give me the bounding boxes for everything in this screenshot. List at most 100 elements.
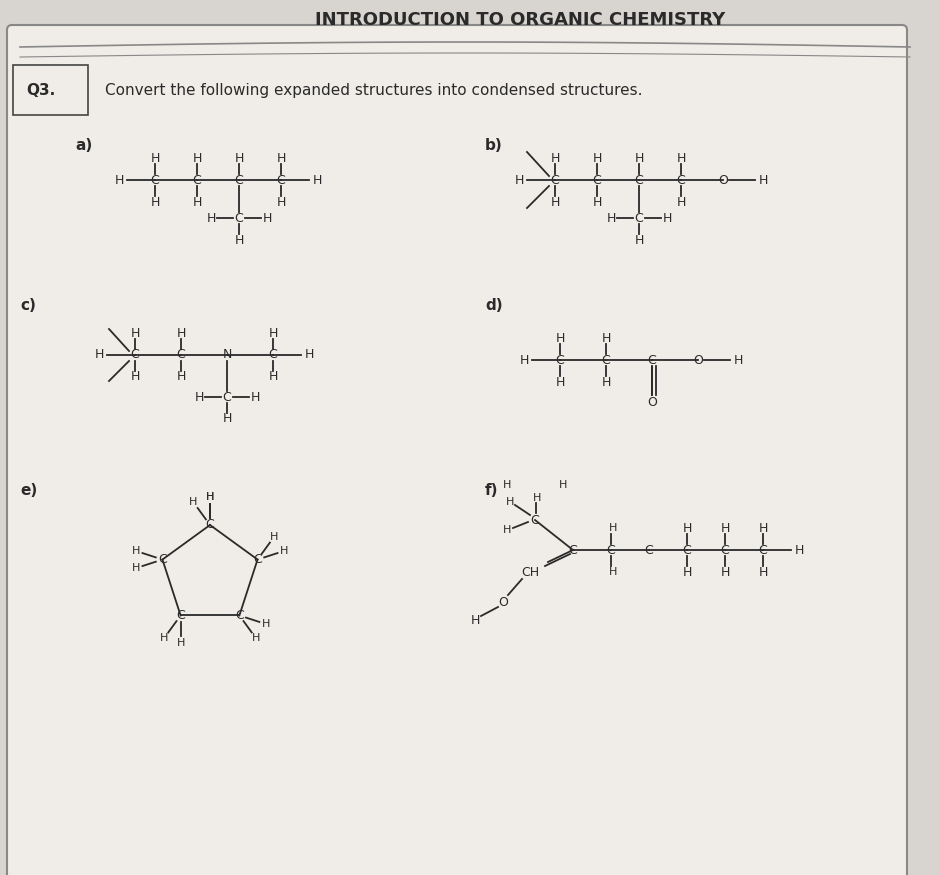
Text: H: H bbox=[276, 151, 285, 164]
Text: C: C bbox=[645, 543, 654, 556]
Text: H: H bbox=[192, 151, 202, 164]
Text: Q3.: Q3. bbox=[26, 82, 55, 97]
Text: H: H bbox=[532, 493, 541, 503]
Text: H: H bbox=[607, 212, 616, 225]
Text: C: C bbox=[648, 354, 656, 367]
Text: H: H bbox=[515, 173, 524, 186]
Text: C: C bbox=[607, 543, 615, 556]
Text: H: H bbox=[131, 564, 140, 573]
Text: C: C bbox=[569, 543, 577, 556]
Text: H: H bbox=[550, 195, 560, 208]
Text: H: H bbox=[235, 151, 244, 164]
Text: H: H bbox=[519, 354, 529, 367]
Text: C: C bbox=[254, 553, 262, 566]
Text: O: O bbox=[718, 173, 728, 186]
Text: H: H bbox=[676, 151, 685, 164]
Text: H: H bbox=[262, 620, 270, 629]
Text: H: H bbox=[252, 634, 260, 643]
Text: C: C bbox=[759, 543, 767, 556]
Text: C: C bbox=[150, 173, 160, 186]
Text: H: H bbox=[150, 151, 160, 164]
Text: C: C bbox=[235, 212, 243, 225]
Text: H: H bbox=[177, 370, 186, 383]
Text: H: H bbox=[733, 354, 743, 367]
Text: H: H bbox=[502, 480, 511, 490]
Text: H: H bbox=[207, 212, 216, 225]
Text: C: C bbox=[556, 354, 564, 367]
Text: b): b) bbox=[485, 137, 502, 152]
Text: H: H bbox=[304, 348, 314, 361]
Text: e): e) bbox=[20, 482, 38, 498]
Text: C: C bbox=[206, 519, 214, 531]
Text: C: C bbox=[192, 173, 201, 186]
Text: Convert the following expanded structures into condensed structures.: Convert the following expanded structure… bbox=[105, 82, 642, 97]
Text: H: H bbox=[601, 375, 610, 388]
Text: H: H bbox=[190, 497, 198, 507]
Text: H: H bbox=[662, 212, 671, 225]
Text: C: C bbox=[177, 348, 185, 361]
Text: H: H bbox=[313, 173, 322, 186]
Text: C: C bbox=[235, 173, 243, 186]
Text: d): d) bbox=[485, 298, 502, 312]
Text: O: O bbox=[498, 596, 508, 608]
Text: H: H bbox=[131, 326, 140, 340]
Text: H: H bbox=[269, 370, 278, 383]
Text: H: H bbox=[593, 195, 602, 208]
Text: H: H bbox=[759, 565, 768, 578]
Text: C: C bbox=[677, 173, 685, 186]
Text: H: H bbox=[150, 195, 160, 208]
Text: C: C bbox=[635, 212, 643, 225]
Text: C: C bbox=[635, 173, 643, 186]
Text: H: H bbox=[683, 522, 692, 535]
Text: H: H bbox=[262, 212, 271, 225]
Text: C: C bbox=[593, 173, 601, 186]
Text: H: H bbox=[601, 332, 610, 345]
Text: H: H bbox=[794, 543, 804, 556]
Text: C: C bbox=[683, 543, 691, 556]
Text: H: H bbox=[223, 412, 232, 425]
Text: H: H bbox=[502, 525, 511, 535]
Text: O: O bbox=[647, 396, 657, 409]
Text: H: H bbox=[235, 234, 244, 247]
Text: H: H bbox=[593, 151, 602, 164]
Text: H: H bbox=[559, 480, 567, 490]
Text: C: C bbox=[602, 354, 610, 367]
Text: C: C bbox=[550, 173, 560, 186]
Text: H: H bbox=[555, 375, 564, 388]
Text: H: H bbox=[759, 173, 768, 186]
Text: H: H bbox=[280, 546, 288, 556]
Text: O: O bbox=[693, 354, 703, 367]
Text: H: H bbox=[608, 523, 617, 533]
Text: H: H bbox=[555, 332, 564, 345]
Text: H: H bbox=[131, 546, 140, 556]
Text: H: H bbox=[676, 195, 685, 208]
Text: C: C bbox=[177, 609, 185, 622]
Text: H: H bbox=[177, 639, 185, 648]
FancyBboxPatch shape bbox=[7, 25, 907, 875]
Text: c): c) bbox=[20, 298, 36, 312]
Text: H: H bbox=[269, 326, 278, 340]
Text: H: H bbox=[608, 567, 617, 577]
Text: f): f) bbox=[485, 482, 499, 498]
Text: H: H bbox=[160, 634, 168, 643]
Text: H: H bbox=[177, 326, 186, 340]
Text: C: C bbox=[131, 348, 139, 361]
Text: N: N bbox=[223, 348, 232, 361]
Text: H: H bbox=[506, 497, 515, 507]
Text: H: H bbox=[251, 390, 260, 403]
Text: H: H bbox=[206, 492, 214, 502]
Text: H: H bbox=[276, 195, 285, 208]
Text: H: H bbox=[683, 565, 692, 578]
Text: C: C bbox=[277, 173, 285, 186]
Text: H: H bbox=[206, 492, 214, 502]
Text: H: H bbox=[720, 565, 730, 578]
Text: INTRODUCTION TO ORGANIC CHEMISTRY: INTRODUCTION TO ORGANIC CHEMISTRY bbox=[315, 11, 725, 29]
Text: H: H bbox=[470, 613, 480, 626]
Text: C: C bbox=[158, 553, 167, 566]
Text: H: H bbox=[635, 151, 644, 164]
Text: H: H bbox=[115, 173, 124, 186]
Text: CH: CH bbox=[521, 565, 539, 578]
Bar bbox=[13, 65, 88, 115]
Text: C: C bbox=[269, 348, 277, 361]
Text: H: H bbox=[194, 390, 204, 403]
